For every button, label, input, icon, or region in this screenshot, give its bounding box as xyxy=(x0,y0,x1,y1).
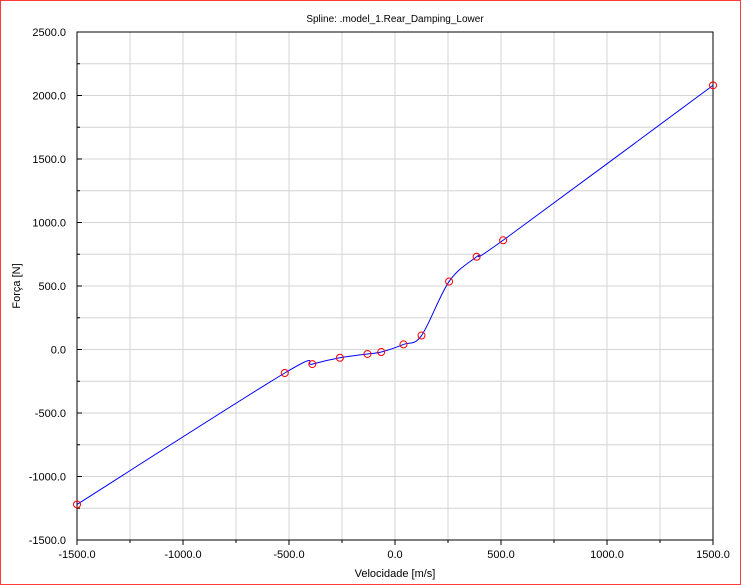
x-axis-label: Velocidade [m/s] xyxy=(355,568,436,580)
x-tick-label: -1500.0 xyxy=(58,549,95,561)
x-tick-label: 1000.0 xyxy=(590,549,624,561)
x-tick-labels: -1500.0 -1000.0 -500.0 0.0 500.0 1000.0 1500.0 xyxy=(58,549,729,561)
y-tick-label: 1000.0 xyxy=(32,218,66,230)
chart-title: Spline: .model_1.Rear_Damping_Lower xyxy=(306,14,484,25)
data-point xyxy=(399,340,408,349)
grid xyxy=(77,32,713,540)
x-tick-label: 1500.0 xyxy=(696,549,730,561)
x-tick-label: -1000.0 xyxy=(164,549,201,561)
y-tick-label: 2500.0 xyxy=(32,27,66,39)
data-point xyxy=(417,331,426,340)
data-point xyxy=(363,349,372,358)
data-point xyxy=(499,236,508,245)
data-point xyxy=(280,368,289,377)
y-tick-label: -1000.0 xyxy=(29,472,66,484)
data-point xyxy=(377,348,386,357)
y-tick-label: 0.0 xyxy=(51,345,66,357)
data-point xyxy=(445,277,454,286)
y-tick-labels: 2500.0 2000.0 1500.0 1000.0 500.0 0.0 -500.0 -1… xyxy=(29,27,66,547)
x-tick-label: 0.0 xyxy=(387,549,402,561)
y-tick-label: 2000.0 xyxy=(32,91,66,103)
data-point xyxy=(73,500,81,509)
series-line xyxy=(76,84,714,505)
y-axis-label: Força [N] xyxy=(11,263,23,308)
data-point xyxy=(308,360,317,369)
data-point xyxy=(709,81,717,90)
y-tick-label: -500.0 xyxy=(35,408,66,420)
x-tick-label: 500.0 xyxy=(487,549,515,561)
axis-ticks xyxy=(76,31,714,545)
y-tick-label: 500.0 xyxy=(38,281,66,293)
y-tick-label: 1500.0 xyxy=(32,154,66,166)
data-point xyxy=(335,353,344,362)
y-tick-label: -1500.0 xyxy=(29,535,66,547)
series xyxy=(73,81,717,509)
x-tick-label: -500.0 xyxy=(273,549,304,561)
data-point xyxy=(472,252,481,261)
